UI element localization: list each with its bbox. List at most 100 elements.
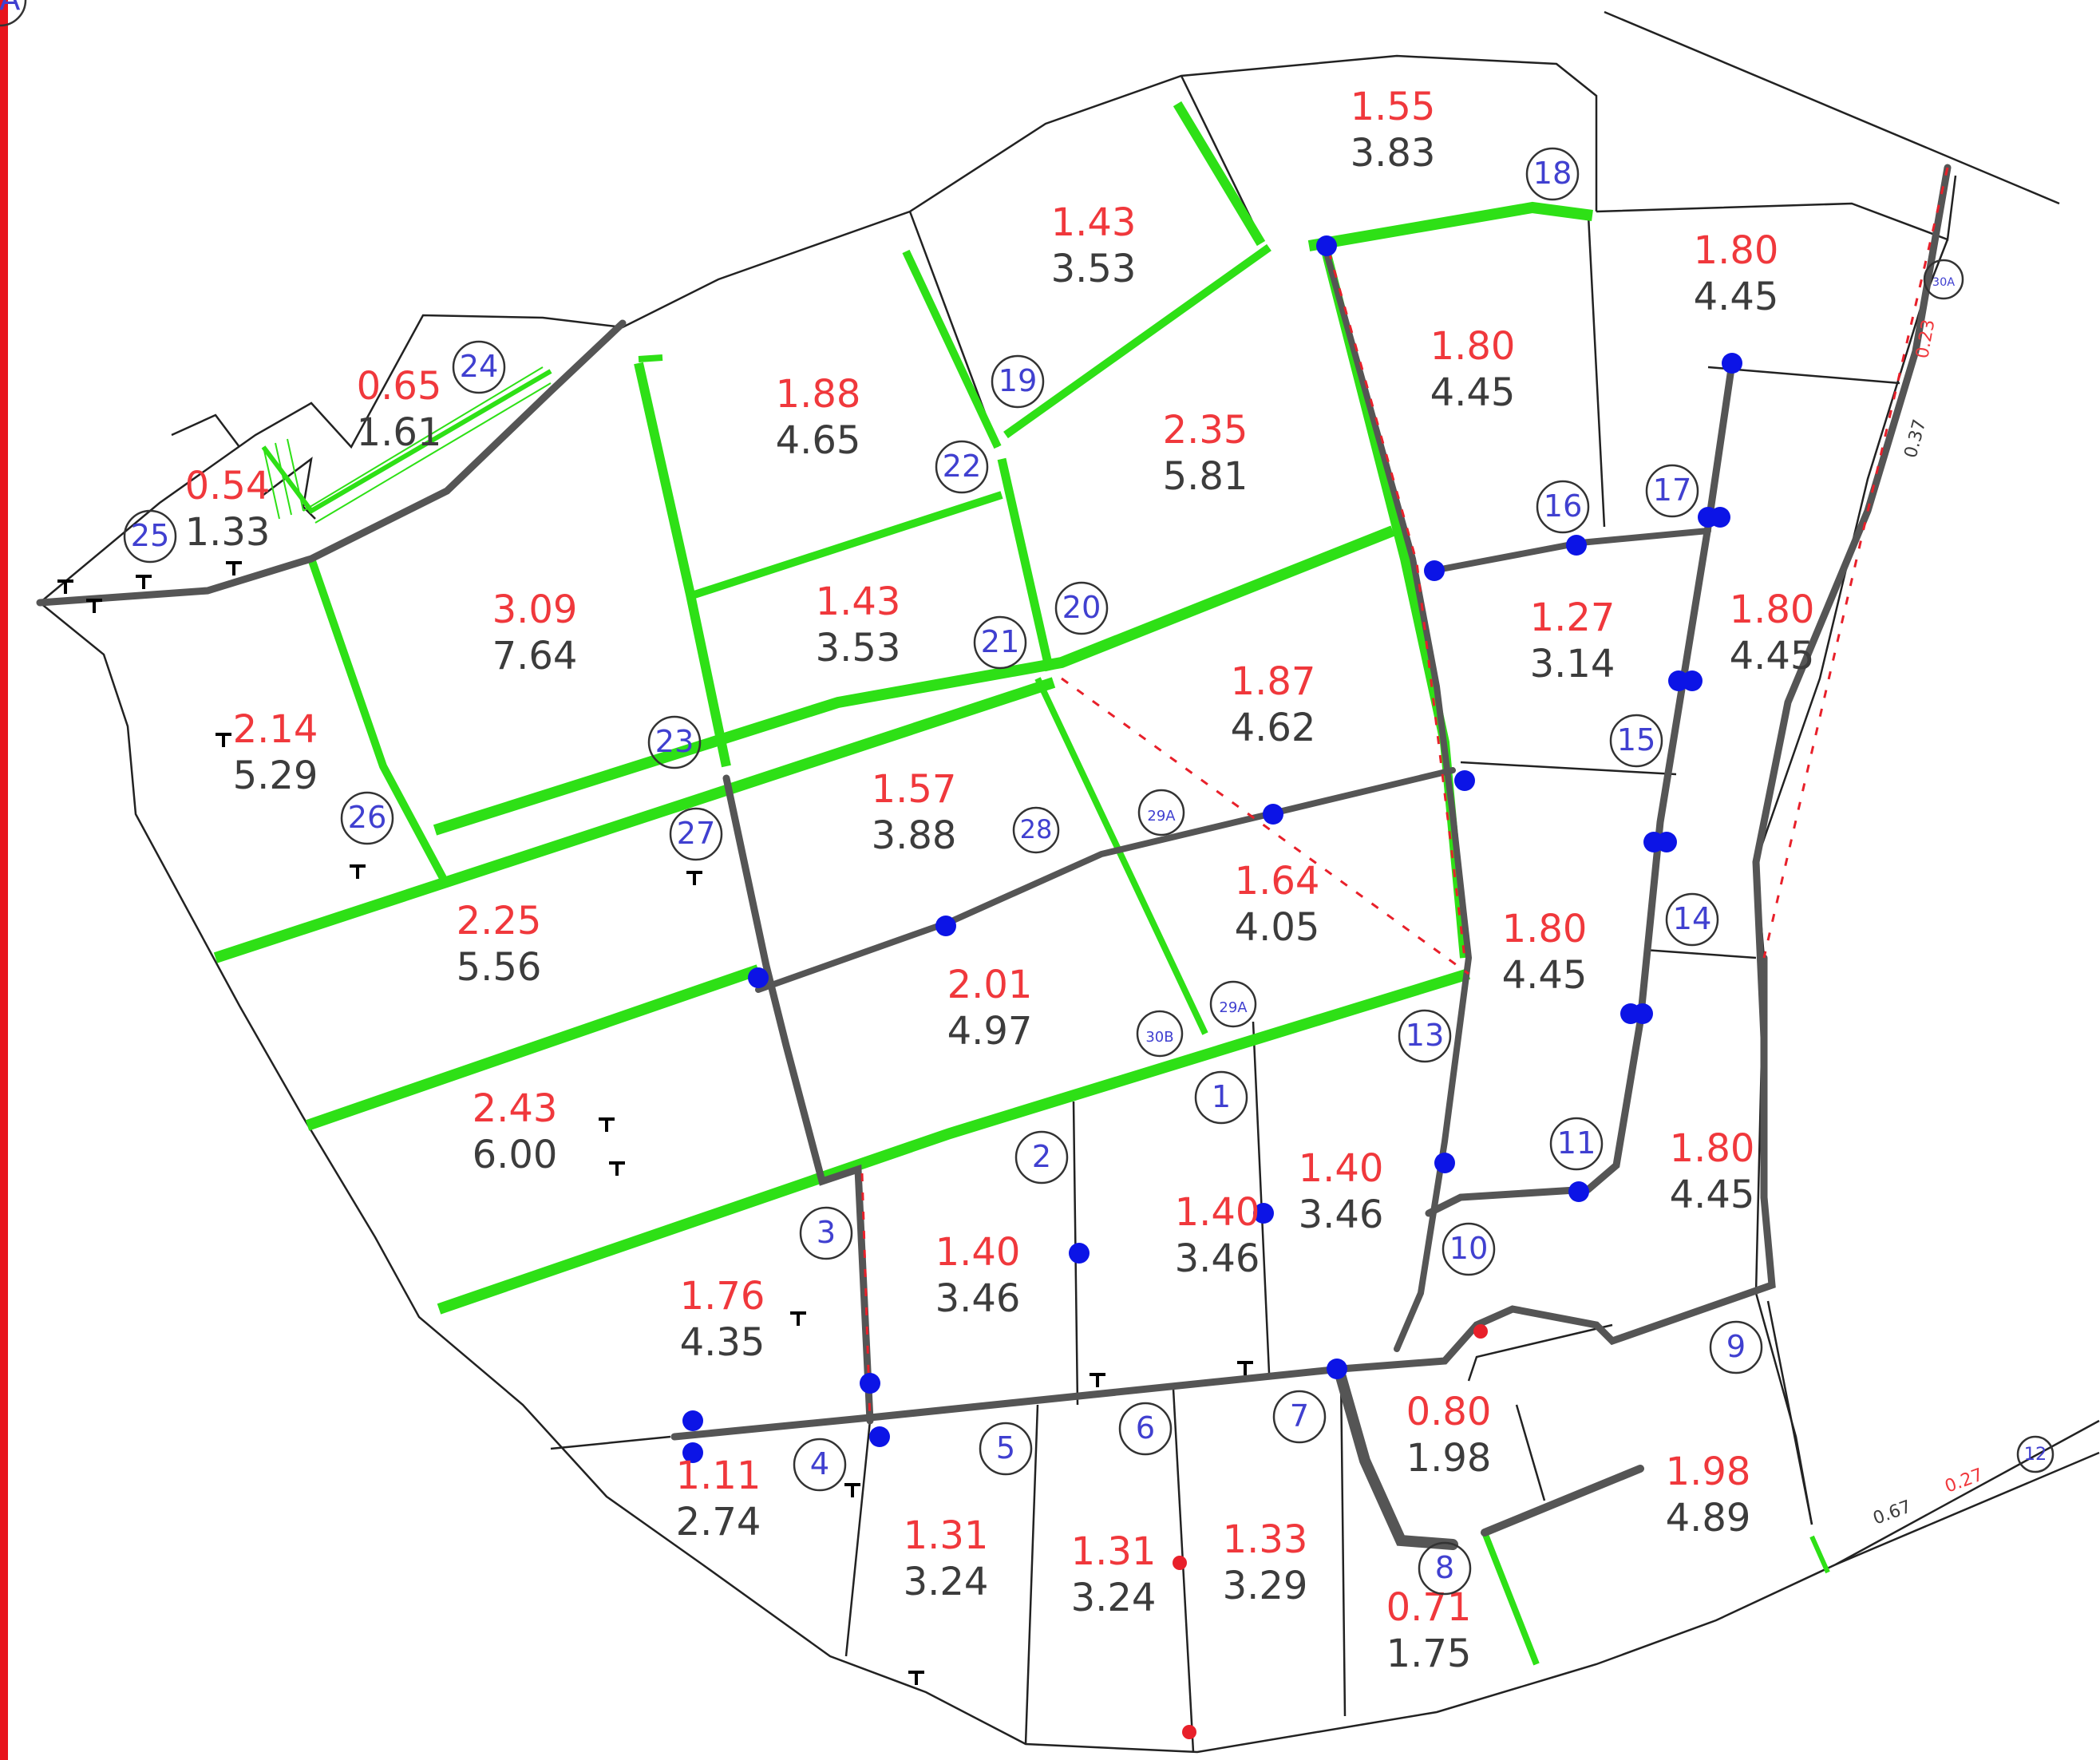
canal-18 [1173,101,1266,247]
div-13 [1643,948,1757,959]
area-value-gray: 3.24 [1071,1576,1157,1620]
canal-4 [437,968,1471,1315]
plot-number-19: 19 [991,354,1045,409]
road-27-4 [722,774,874,1425]
area-value-gray: 1.98 [1406,1436,1492,1481]
outer-boundary-north [39,54,1598,603]
canal-19 [1003,243,1271,439]
canal-18-east [1307,201,1593,251]
area-value-red: 1.80 [1730,587,1815,632]
area-value-gray: 4.45 [1670,1173,1755,1217]
area-value-gray: 3.24 [904,1560,989,1604]
transformer-poles [57,561,1253,1685]
div-6-7 [1024,1404,1039,1745]
area-value-red: 1.40 [935,1230,1021,1275]
red-dash [860,1173,872,1422]
svg-text:24: 24 [460,349,499,385]
svg-text:1: 1 [1212,1079,1231,1115]
plot-number-25: 25 [123,509,177,564]
road-north-25 [36,319,627,607]
svg-text:27: 27 [677,816,716,852]
transformer-pole-icon [844,1483,860,1497]
area-value-gray: 7.64 [492,634,578,678]
plot-number-26: 26 [340,791,394,845]
outer-boundary-ne [1596,175,1957,241]
plot-number-28: 28 [1012,806,1060,854]
svg-text:8: 8 [1435,1550,1454,1586]
area-value-red: 2.35 [1163,408,1248,453]
area-value-red: 1.88 [776,372,861,417]
left-frame-bar [0,0,8,1760]
outer-boundary-ne-line [1604,10,2060,205]
hatch-line [303,366,544,512]
canal-central-diag [433,525,1395,836]
node [1424,560,1445,581]
area-value-gray: 5.29 [233,753,318,798]
svg-text:29A: 29A [1147,808,1176,825]
plot-number-9: 9 [1709,1320,1763,1374]
area-value-gray: 3.53 [1051,247,1137,291]
transformer-pole-icon [609,1161,625,1176]
node [1632,1003,1653,1024]
node [682,1442,703,1463]
road-30b [755,767,1456,993]
transformer-pole-icon [216,733,231,747]
node [1327,1359,1347,1379]
red-dash [1762,167,1949,959]
transformer-pole-icon [790,1311,806,1326]
plot-number-27: 27 [669,807,723,861]
div-25 [171,413,240,448]
area-value-red: 1.27 [1530,595,1616,640]
div-14 [1460,761,1677,776]
svg-text:18: 18 [1533,156,1572,192]
canal-9 [1481,1531,1540,1666]
area-value-gray: 4.45 [1730,634,1815,678]
canal-9a [1809,1535,1830,1574]
area-value-red: 3.09 [492,587,578,632]
hatch-line [263,446,280,520]
node [1316,235,1337,256]
area-value-gray: 1.61 [357,410,442,455]
svg-text:19: 19 [999,363,1038,399]
area-value-red: 1.11 [676,1453,761,1498]
node [1682,670,1703,691]
area-value-red: 0.65 [357,364,442,409]
node [860,1373,880,1394]
area-value-red: 1.43 [1051,200,1137,245]
div-24-top [263,457,316,520]
plot-number-17: 17 [1645,464,1699,518]
strip17-gray-label: 0.37 [1901,417,1931,461]
red-node [1473,1324,1488,1339]
hatch-line [275,442,292,516]
svg-text:5: 5 [996,1430,1015,1466]
transformer-pole-icon [350,864,366,879]
road-18-1 [1322,244,1473,1352]
svg-text:17: 17 [1653,473,1692,508]
plot-number-16: 16 [1536,480,1590,534]
svg-text:11: 11 [1557,1125,1596,1161]
node [1253,1203,1274,1224]
svg-text:20: 20 [1062,590,1101,626]
area-value-red: 2.14 [233,707,318,752]
canal-21-22 [693,491,1003,599]
strip9a-red-label: 0.27 [1943,1465,1987,1497]
svg-text:22: 22 [943,449,982,484]
svg-text:4: 4 [810,1446,829,1482]
area-value-gray: 4.65 [776,418,861,463]
plot-number-18: 18 [1525,147,1580,201]
area-value-gray: 3.46 [1299,1192,1384,1237]
plot-number-6: 6 [1118,1402,1173,1456]
transformer-pole-icon [86,599,102,613]
node [869,1426,890,1447]
area-value-gray: 4.45 [1430,370,1516,415]
svg-text:3: 3 [817,1215,836,1251]
node [682,1410,703,1431]
canal-22-20 [997,457,1054,672]
plot-number-12: 12 [2016,1435,2055,1473]
plot-number-29A: 29A [1137,789,1185,836]
canal-20-30 [1034,677,1208,1035]
plot-number-20: 20 [1054,581,1109,635]
area-value-gray: 4.89 [1666,1496,1751,1540]
